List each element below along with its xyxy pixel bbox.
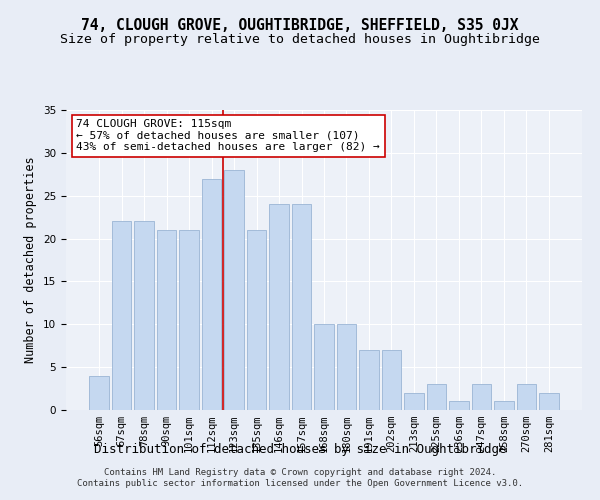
- Bar: [382, 350, 401, 410]
- Text: 74 CLOUGH GROVE: 115sqm
← 57% of detached houses are smaller (107)
43% of semi-d: 74 CLOUGH GROVE: 115sqm ← 57% of detache…: [76, 119, 380, 152]
- Bar: [224, 170, 244, 410]
- Bar: [539, 393, 559, 410]
- Bar: [247, 230, 266, 410]
- Bar: [494, 402, 514, 410]
- Text: Distribution of detached houses by size in Oughtibridge: Distribution of detached houses by size …: [94, 442, 506, 456]
- Y-axis label: Number of detached properties: Number of detached properties: [25, 156, 37, 364]
- Bar: [269, 204, 289, 410]
- Text: Contains HM Land Registry data © Crown copyright and database right 2024.
Contai: Contains HM Land Registry data © Crown c…: [77, 468, 523, 487]
- Bar: [517, 384, 536, 410]
- Bar: [449, 402, 469, 410]
- Bar: [179, 230, 199, 410]
- Text: Size of property relative to detached houses in Oughtibridge: Size of property relative to detached ho…: [60, 32, 540, 46]
- Bar: [427, 384, 446, 410]
- Bar: [359, 350, 379, 410]
- Bar: [337, 324, 356, 410]
- Bar: [157, 230, 176, 410]
- Bar: [314, 324, 334, 410]
- Bar: [292, 204, 311, 410]
- Bar: [134, 222, 154, 410]
- Bar: [89, 376, 109, 410]
- Bar: [202, 178, 221, 410]
- Text: 74, CLOUGH GROVE, OUGHTIBRIDGE, SHEFFIELD, S35 0JX: 74, CLOUGH GROVE, OUGHTIBRIDGE, SHEFFIEL…: [81, 18, 519, 32]
- Bar: [404, 393, 424, 410]
- Bar: [112, 222, 131, 410]
- Bar: [472, 384, 491, 410]
